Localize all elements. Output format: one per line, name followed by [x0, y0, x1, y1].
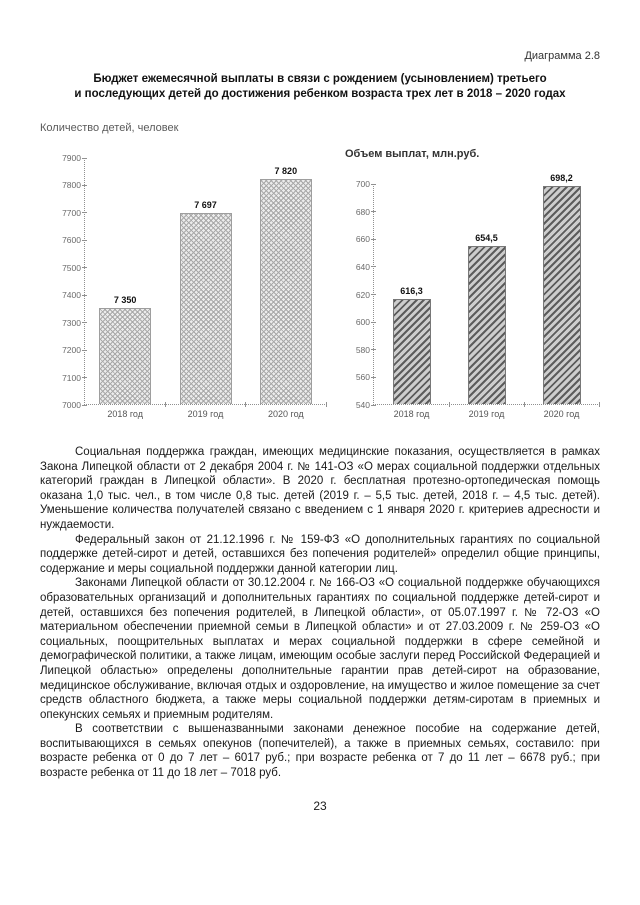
- bar-2018: [392, 298, 431, 404]
- chart-children-count: Количество детей, человек 7000 7100 7200 73…: [40, 116, 340, 438]
- y-axis-tick-mark: [82, 404, 87, 406]
- y-axis-tick-mark: [371, 349, 376, 351]
- y-axis-tick-label: 7400: [62, 290, 81, 301]
- y-axis-tick-label: 7700: [62, 207, 81, 218]
- y-axis-tick-label: 700: [355, 179, 370, 189]
- x-axis-tick-mark: [448, 402, 450, 407]
- bar-2019: [179, 212, 232, 404]
- y-axis-tick-mark: [82, 322, 87, 324]
- paragraph-allowance-amounts: В соответствии с вышеназванными законами…: [40, 723, 600, 780]
- y-axis-tick-label: 7600: [62, 235, 81, 246]
- chart-title: Объем выплат, млн.руб.: [345, 148, 480, 160]
- document-title-line-2: и последующих детей до достижения ребенк…: [74, 88, 566, 100]
- x-axis-category-label: 2020 год: [543, 409, 580, 419]
- y-axis-tick-mark: [371, 238, 376, 240]
- y-axis-tick-label: 7000: [62, 400, 81, 410]
- bar-2018: [99, 307, 152, 404]
- bar-value-label: 654,5: [475, 232, 498, 243]
- y-axis-tick-mark: [371, 294, 376, 295]
- bar-value-label: 7 820: [274, 165, 298, 176]
- y-axis-tick-label: 580: [355, 344, 370, 355]
- x-axis-category-label: 2018 год: [393, 409, 430, 419]
- paragraph-federal-law: Федеральный закон от 21.12.1996 г. № 159…: [40, 533, 600, 575]
- y-axis-tick-mark: [371, 376, 376, 378]
- y-axis-tick-label: 560: [355, 372, 370, 383]
- chart-payments-volume: Объем выплат, млн.руб. 540 560 580 600 620 64…: [345, 116, 600, 438]
- document-title-line-1: Бюджет ежемесячной выплаты в связи с рож…: [93, 73, 547, 85]
- bar-2019: [467, 245, 506, 404]
- x-axis-tick-mark: [164, 402, 166, 407]
- x-axis-category-label: 2019 год: [468, 409, 505, 419]
- y-axis-tick-label: 7800: [62, 180, 81, 191]
- y-axis-tick-label: 640: [355, 261, 370, 272]
- x-axis-tick-mark: [325, 402, 327, 407]
- y-axis-tick-label: 620: [355, 289, 370, 300]
- y-axis-tick-label: 7900: [62, 153, 81, 163]
- plot-area: 540 560 580 600 620 640 660 680 700 616,3 2018 год…: [356, 173, 600, 419]
- y-axis-tick-mark: [371, 321, 376, 323]
- y-axis-tick-mark: [82, 349, 87, 351]
- charts-row: Количество детей, человек 7000 7100 7200 73…: [40, 116, 600, 438]
- y-axis-tick-mark: [371, 211, 376, 213]
- y-axis-tick-label: 7300: [62, 317, 81, 328]
- x-axis-tick-mark: [523, 402, 525, 407]
- y-axis-tick-mark: [82, 377, 87, 379]
- x-axis-category-label: 2018 год: [107, 409, 143, 419]
- x-axis-category-label: 2020 год: [267, 409, 304, 419]
- bar-value-label: 698,2: [550, 172, 573, 183]
- chart-title: Количество детей, человек: [40, 122, 179, 134]
- y-axis-tick-label: 7200: [62, 345, 81, 356]
- x-axis-category-label: 2019 год: [187, 409, 224, 419]
- bar-2020: [259, 178, 312, 404]
- y-axis-tick-label: 660: [355, 234, 370, 245]
- bar-value-label: 7 350: [113, 294, 137, 305]
- y-axis-tick-mark: [371, 266, 376, 268]
- y-axis-tick-label: 600: [355, 317, 370, 328]
- diagram-tag: Диаграмма 2.8: [524, 50, 600, 62]
- x-axis-tick-mark: [245, 402, 247, 407]
- bar-value-label: 7 697: [194, 199, 217, 210]
- y-axis-tick-mark: [82, 157, 87, 159]
- paragraph-regional-laws: Законами Липецкой области от 30.12.2004 …: [40, 577, 600, 721]
- page-number: 23: [313, 798, 327, 813]
- y-axis-tick-mark: [371, 404, 376, 406]
- body-text: Социальная поддержка граждан, имеющих ме…: [40, 445, 600, 781]
- y-axis-tick-mark: [82, 294, 87, 296]
- paragraph-social-support: Социальная поддержка граждан, имеющих ме…: [40, 446, 600, 531]
- y-axis-tick-label: 7100: [62, 372, 81, 383]
- plot-area: 7000 7100 7200 7300 7400 7500 7600 7700 7800 7900…: [62, 153, 327, 419]
- y-axis-tick-mark: [371, 183, 376, 185]
- bar-value-label: 616,3: [400, 285, 423, 296]
- y-axis-tick-label: 540: [355, 400, 370, 410]
- y-axis-tick-label: 7500: [62, 262, 81, 273]
- y-axis-tick-label: 680: [355, 206, 370, 217]
- y-axis-tick-mark: [82, 184, 87, 186]
- bar-2020: [542, 185, 581, 404]
- x-axis-tick-mark: [598, 402, 600, 407]
- y-axis-tick-mark: [82, 239, 87, 241]
- y-axis-tick-mark: [82, 267, 87, 269]
- document-title: Бюджет ежемесячной выплаты в связи с рож…: [40, 72, 600, 102]
- y-axis-tick-mark: [82, 212, 87, 214]
